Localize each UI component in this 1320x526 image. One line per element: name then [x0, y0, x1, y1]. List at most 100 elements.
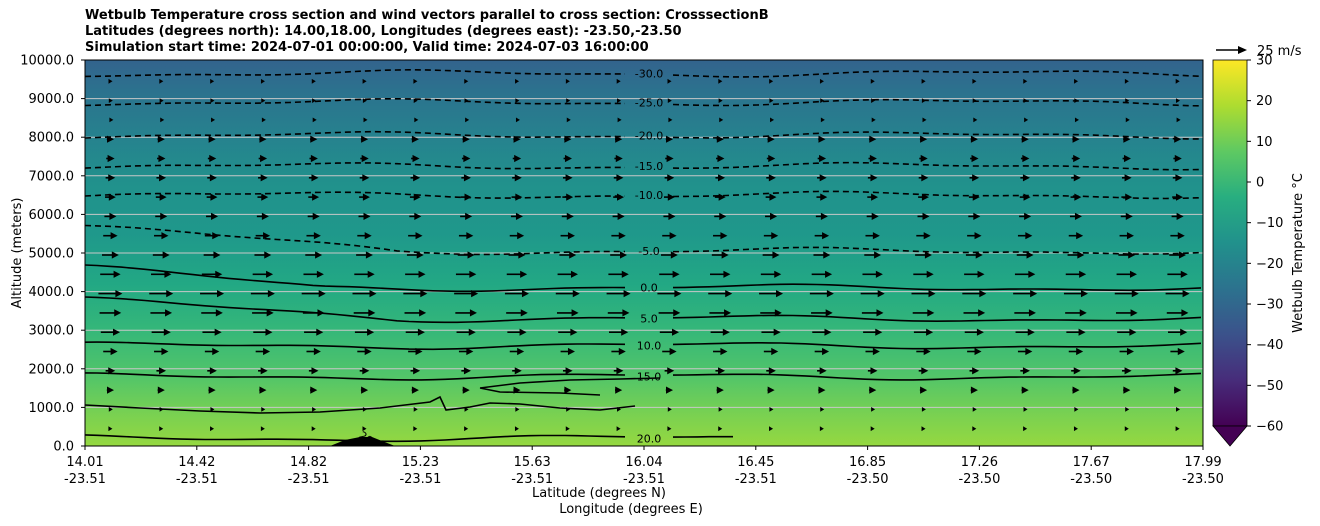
- contour-label: -15.0: [635, 160, 663, 173]
- contour-line: [84, 68, 1202, 78]
- wind-vector: [918, 174, 929, 182]
- wind-vector: [362, 78, 367, 84]
- wind-vector: [352, 290, 377, 298]
- wind-vector: [99, 309, 122, 317]
- wind-vector: [1170, 347, 1185, 356]
- wind-vector: [1170, 232, 1185, 240]
- wind-vector: [809, 290, 834, 298]
- wind-vector: [562, 367, 573, 375]
- wind-vector: [353, 309, 376, 317]
- wind-vector: [1019, 212, 1032, 220]
- wind-vector: [359, 174, 370, 182]
- x-tick-label-longitude: -23.50: [847, 472, 889, 487]
- wind-vector: [258, 367, 268, 375]
- wind-vector: [969, 367, 980, 375]
- wind-vector: [659, 328, 680, 336]
- wind-vector: [563, 154, 572, 163]
- wind-vector: [819, 78, 824, 84]
- x-tick-label-longitude: -23.51: [399, 472, 441, 487]
- wind-vector: [610, 251, 627, 259]
- wind-vector: [715, 367, 726, 375]
- wind-vector: [714, 212, 727, 220]
- wind-vector: [261, 407, 266, 412]
- wind-vector: [100, 328, 121, 336]
- wind-vector: [108, 407, 113, 412]
- wind-vector: [962, 290, 987, 298]
- wind-vector: [404, 309, 427, 317]
- x-tick-label-longitude: -23.50: [958, 472, 1000, 487]
- wind-vector: [1072, 135, 1080, 143]
- wind-vector: [1121, 367, 1132, 375]
- wind-vector: [819, 426, 824, 432]
- x-axis: 14.01 -23.51 14.42 -23.51 14.82 -23.51 15.23 -2…: [64, 446, 1224, 487]
- wind-vector: [718, 407, 723, 412]
- wind-vector: [713, 232, 728, 240]
- wind-vector: [968, 212, 981, 220]
- wind-vector: [765, 212, 778, 220]
- wind-vector: [566, 117, 571, 123]
- wind-vector: [156, 174, 167, 182]
- wind-vector: [913, 328, 934, 336]
- wind-vector: [305, 251, 323, 259]
- wind-vector: [405, 328, 425, 336]
- wind-vector: [157, 135, 165, 143]
- wind-vector: [811, 270, 833, 278]
- wind-vector: [102, 251, 119, 259]
- wind-vector: [661, 251, 678, 259]
- wind-vector: [1071, 154, 1081, 163]
- wind-vector: [814, 232, 830, 240]
- wind-vector: [210, 98, 215, 103]
- wind-vector: [354, 270, 375, 278]
- wind-vector: [363, 117, 368, 123]
- wind-vector: [614, 135, 623, 143]
- wind-vector: [515, 407, 520, 412]
- wind-vector: [359, 193, 370, 201]
- wind-vector: [867, 367, 878, 375]
- wind-reference-arrowhead: [1238, 46, 1247, 54]
- wind-vector: [818, 135, 826, 143]
- x-tick-label-latitude: 17.26: [961, 455, 998, 470]
- wind-vector: [664, 174, 675, 182]
- wind-vector: [664, 193, 675, 201]
- wind-vector: [255, 232, 271, 240]
- wind-vector: [308, 193, 320, 201]
- wind-vector: [1017, 232, 1033, 240]
- wind-vector: [1119, 232, 1134, 240]
- wind-vector-field: [98, 78, 1190, 432]
- colorbar-gradient: [1212, 59, 1248, 427]
- contour-line: [84, 341, 1202, 351]
- wind-vector: [665, 154, 674, 163]
- wind-vector: [259, 386, 267, 394]
- x-tick-label-latitude: 15.63: [514, 455, 551, 470]
- wind-vector: [207, 154, 217, 163]
- wind-vector: [201, 309, 223, 317]
- wind-vector: [506, 309, 528, 317]
- x-tick-label-latitude: 17.99: [1184, 455, 1221, 470]
- wind-vector: [973, 117, 978, 123]
- wind-vector: [556, 309, 579, 317]
- wind-vector: [1175, 407, 1180, 412]
- wind-vector: [1176, 117, 1181, 123]
- wind-vector: [1063, 290, 1088, 298]
- wind-vector: [152, 251, 170, 259]
- wind-vector: [607, 309, 630, 317]
- wind-vector: [963, 309, 986, 317]
- wind-vector: [1165, 290, 1190, 298]
- wind-vector: [98, 290, 123, 298]
- wind-vector: [1023, 426, 1028, 432]
- wind-vector: [456, 328, 476, 336]
- contour-label: 15.0: [637, 371, 662, 384]
- wind-vector: [668, 117, 673, 123]
- wind-vector: [105, 174, 116, 182]
- wind-vector: [617, 117, 622, 123]
- wind-vector: [608, 270, 629, 278]
- wind-vector: [616, 78, 621, 84]
- wind-vector: [611, 347, 626, 356]
- wind-vector: [410, 174, 421, 182]
- wind-vector: [659, 270, 680, 278]
- wind-vector: [308, 174, 319, 182]
- wind-vector: [871, 407, 876, 412]
- wind-vector: [413, 98, 418, 103]
- wind-vector: [710, 328, 730, 336]
- wind-vector: [718, 78, 723, 84]
